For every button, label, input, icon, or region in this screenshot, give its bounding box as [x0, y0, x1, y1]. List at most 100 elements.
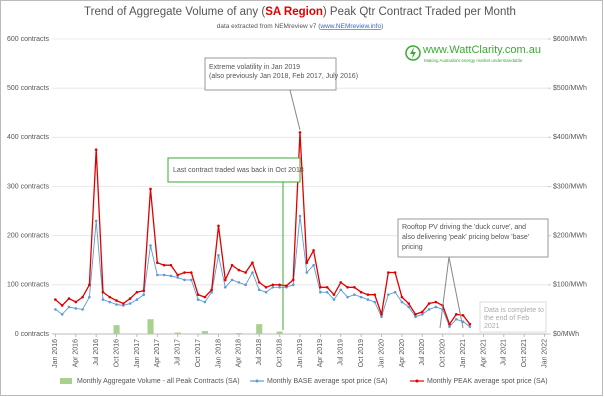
line-marker [380, 313, 383, 316]
y-tick-label: 200 contracts [7, 233, 50, 240]
annotation-box [167, 157, 301, 183]
line-marker [101, 290, 105, 294]
line-marker [353, 285, 356, 289]
line-marker [115, 303, 118, 306]
legend-label: Monthly BASE average spot price (SA) [267, 378, 388, 385]
x-tick-label: Oct 2021 [521, 339, 528, 368]
x-tick-label: Apr 2017 [154, 339, 161, 368]
annotation-text: Extreme volatility in Jan 2019 [209, 64, 300, 71]
line-marker [414, 313, 417, 316]
y-tick-label: 400 contracts [7, 134, 50, 141]
line-marker [414, 315, 417, 319]
line-marker [210, 288, 213, 292]
x-tick-label: Oct 2018 [276, 339, 283, 368]
annotation-text: 2021 [484, 323, 500, 330]
x-tick-label: Jan 2019 [297, 339, 304, 368]
line-marker [461, 320, 465, 324]
chart-title: Trend of Aggregate Volume of any (SA Reg… [84, 6, 516, 18]
line-marker [251, 271, 254, 274]
logo-tagline: Making Australia's energy market underst… [424, 58, 523, 63]
line-marker [142, 289, 146, 293]
annotation-text: pricing [402, 244, 423, 251]
line-marker [237, 281, 241, 284]
line-marker [223, 278, 227, 282]
line-marker [291, 278, 295, 282]
line-marker [264, 285, 268, 289]
line-marker [94, 219, 98, 223]
line-marker [217, 254, 220, 257]
line-marker [393, 290, 397, 294]
line-marker [468, 325, 472, 328]
line-marker [169, 263, 173, 267]
line-marker [183, 278, 186, 282]
line-marker [380, 315, 383, 319]
line-marker [448, 322, 451, 326]
annotation-text: the end of Feb [484, 315, 529, 322]
bar [174, 332, 181, 334]
x-tick-label: Jan 2018 [215, 339, 222, 368]
line-marker [54, 298, 57, 301]
subtitle: data extracted from NEMreview v7 (www.NE… [217, 23, 384, 30]
line-marker [312, 263, 315, 267]
line-marker [400, 295, 404, 299]
line-marker [400, 300, 404, 304]
x-tick-label: Jan 2017 [134, 339, 141, 368]
line-marker [162, 273, 166, 277]
line-marker [346, 295, 349, 299]
y2-tick-label: $100/MWh [553, 282, 587, 289]
line-marker [203, 300, 207, 304]
line-marker [156, 261, 159, 265]
line-marker [332, 298, 336, 301]
line-marker [312, 249, 315, 252]
line-marker [421, 313, 424, 316]
line-marker [176, 276, 179, 279]
line-marker [407, 305, 411, 309]
x-tick-label: Jan 2020 [378, 339, 385, 368]
annotation: Last contract traded was back in Oct 201… [167, 157, 304, 330]
annotation-text: also delivering 'peak' pricing below 'ba… [402, 234, 529, 241]
line-marker [135, 290, 139, 294]
line-marker [461, 314, 465, 317]
line-marker [257, 281, 261, 284]
line-marker [427, 302, 431, 305]
x-tick-label: Jul 2021 [501, 339, 508, 366]
line-marker [94, 148, 98, 151]
line-marker [448, 325, 451, 328]
x-tick-label: Apr 2018 [236, 339, 243, 368]
line-marker [332, 293, 336, 296]
annotation: Data is complete to the end of Feb 2021 [479, 301, 547, 333]
line-marker [67, 297, 71, 300]
annotation: Extreme volatility in Jan 2019 (also pre… [204, 57, 358, 131]
x-tick-label: Jul 2019 [338, 339, 345, 366]
line-marker [162, 263, 166, 267]
line-marker [74, 300, 78, 304]
logo-bolt [410, 47, 416, 59]
line-marker [319, 290, 322, 294]
x-tick-label: Jul 2020 [419, 339, 426, 366]
line-marker [128, 302, 132, 305]
line-marker [230, 278, 234, 282]
line-marker [183, 271, 186, 274]
line-marker [108, 300, 112, 304]
line-marker [54, 308, 57, 311]
x-tick-label: Jan 2022 [541, 339, 548, 368]
x-tick-label: Jul 2018 [256, 339, 263, 366]
line-marker [339, 281, 343, 284]
line-marker [244, 283, 247, 287]
legend-label: Monthly Aggregate Volume - all Peak Cont… [77, 378, 240, 385]
y-tick-label: 500 contracts [7, 85, 50, 92]
logo-icon [405, 45, 421, 61]
x-tick-label: Apr 2019 [317, 339, 324, 368]
line-marker [278, 285, 281, 289]
line-marker [291, 283, 295, 287]
line-marker [278, 283, 281, 287]
x-tick-label: Apr 2016 [73, 339, 80, 368]
legend-swatch [255, 379, 259, 383]
line-marker [373, 293, 377, 296]
bar [235, 333, 242, 334]
line-marker [67, 305, 71, 309]
logo-site: www.WattClarity.com.au [422, 44, 541, 56]
legend-swatch [415, 379, 419, 383]
annotation-text: (also previously Jan 2018, Feb 2017, Jul… [209, 73, 358, 80]
line-marker [189, 278, 193, 282]
